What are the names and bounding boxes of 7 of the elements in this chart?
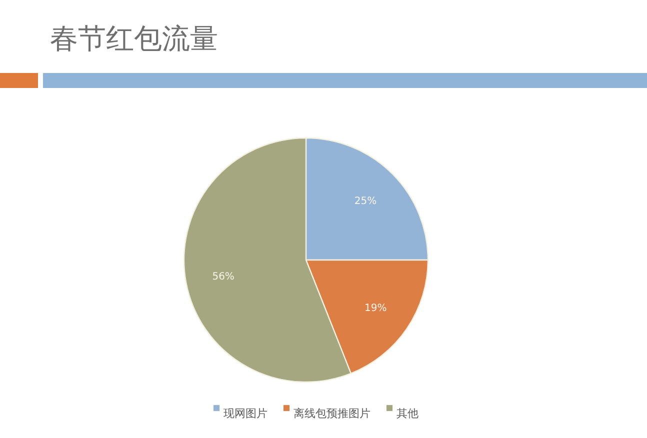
data-label: 56%	[212, 271, 234, 282]
legend-label: 其他	[396, 406, 418, 420]
chart-title: 春节红包流量	[50, 22, 218, 55]
legend-label: 离线包预推图片	[294, 406, 370, 420]
data-label: 25%	[354, 196, 377, 207]
data-label: 19%	[364, 302, 387, 314]
legend-label: 现网图片	[224, 406, 268, 420]
